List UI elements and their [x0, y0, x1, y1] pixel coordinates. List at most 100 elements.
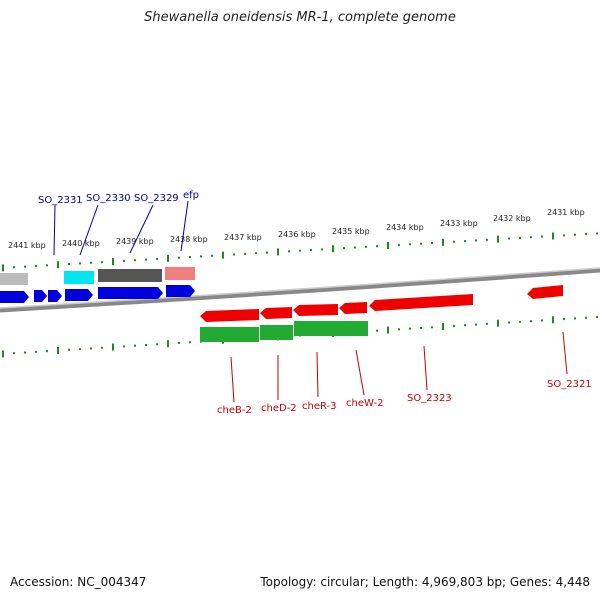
lower-minor-tick	[475, 323, 477, 326]
lower-minor-tick	[431, 326, 433, 329]
upper-minor-tick	[475, 239, 477, 242]
lower-minor-tick	[13, 352, 15, 355]
label-leader-lines	[53, 200, 568, 403]
gene-dark[interactable]	[98, 269, 162, 282]
lower-minor-tick	[156, 343, 158, 346]
gene-reverse-cheB-2[interactable]	[200, 309, 259, 322]
gene-label-cheb-2[interactable]: cheB-2	[217, 405, 252, 416]
rna-track-2[interactable]	[260, 325, 293, 340]
kbp-label: 2436 kbp	[278, 230, 316, 239]
gene-label-cher-3[interactable]: cheR-3	[302, 401, 337, 412]
upper-major-tick	[442, 238, 444, 246]
kbp-label: 2433 kbp	[440, 219, 478, 228]
upper-minor-tick	[288, 250, 290, 253]
gene-forward-3[interactable]	[48, 290, 62, 302]
lower-minor-tick	[90, 347, 92, 350]
upper-minor-tick	[310, 249, 312, 252]
gene-pink[interactable]	[165, 267, 195, 280]
lower-major-tick	[497, 319, 499, 327]
gene-forward-1[interactable]	[0, 291, 29, 303]
gene-reverse-cheR-3[interactable]	[293, 304, 338, 316]
gene-label-efp[interactable]: efp	[183, 190, 199, 201]
lower-minor-tick	[420, 326, 422, 329]
upper-minor-tick	[354, 246, 356, 249]
upper-minor-tick	[244, 252, 246, 255]
upper-minor-tick	[35, 264, 37, 267]
gene-forward-2[interactable]	[34, 290, 47, 302]
upper-minor-tick	[200, 255, 202, 258]
gene-reverse-so2323[interactable]	[369, 294, 473, 311]
leader-line	[53, 204, 56, 256]
rna-track-3[interactable]	[294, 321, 368, 336]
upper-major-tick	[387, 242, 389, 250]
lower-minor-tick	[134, 344, 136, 347]
genome-summary-text: Topology: circular; Length: 4,969,803 bp…	[260, 575, 590, 589]
gene-reverse-cheD-2[interactable]	[260, 307, 292, 319]
leader-line	[355, 349, 365, 396]
upper-minor-tick	[574, 233, 576, 236]
gene-reverse-cheW-2[interactable]	[339, 302, 367, 314]
upper-minor-tick	[123, 259, 125, 262]
leader-line	[562, 331, 568, 375]
upper-minor-tick	[79, 262, 81, 265]
lower-minor-tick	[453, 324, 455, 327]
upper-minor-tick	[453, 240, 455, 243]
upper-minor-tick	[24, 265, 26, 268]
lower-minor-tick	[123, 345, 125, 348]
rna-track-1[interactable]	[200, 327, 259, 342]
gene-label-so-2331[interactable]: SO_2331	[38, 195, 83, 206]
gene-label-so-2329[interactable]: SO_2329	[134, 193, 179, 204]
gene-label-chew-2[interactable]: cheW-2	[346, 398, 383, 409]
lower-major-tick	[57, 346, 59, 354]
lower-major-tick	[387, 326, 389, 334]
lower-minor-tick	[409, 327, 411, 330]
lower-minor-tick	[35, 350, 37, 353]
gene-forward-so2329[interactable]	[98, 287, 163, 299]
upper-minor-tick	[178, 256, 180, 259]
upper-minor-tick	[13, 266, 15, 269]
upper-gene-labels: SO_2331 SO_2330 SO_2329 efp	[38, 190, 199, 206]
genome-backbone-highlight	[0, 267, 600, 309]
gene-label-so-2330[interactable]: SO_2330	[86, 193, 131, 204]
upper-minor-tick	[134, 259, 136, 262]
lower-minor-tick	[376, 329, 378, 332]
lower-minor-tick	[464, 324, 466, 327]
leader-line	[180, 200, 189, 252]
upper-minor-tick	[321, 248, 323, 251]
upper-minor-tick	[596, 232, 598, 235]
gene-forward-so2330[interactable]	[65, 289, 93, 301]
gene-reverse-so2321[interactable]	[527, 285, 563, 299]
kbp-scale-labels: 2441 kbp 2440 kbp 2439 kbp 2438 kbp 2437 kbp…	[8, 208, 585, 250]
gene-forward-efp[interactable]	[166, 285, 195, 297]
lower-minor-tick	[189, 341, 191, 344]
leader-line	[316, 351, 319, 398]
gene-cyan[interactable]	[64, 271, 94, 284]
gene-label-ched-2[interactable]: cheD-2	[261, 403, 297, 414]
lower-major-tick	[112, 343, 114, 351]
lower-major-tick	[442, 323, 444, 331]
upper-minor-tick	[519, 236, 521, 239]
leader-line	[129, 204, 154, 254]
genome-backbone	[0, 267, 600, 313]
lower-minor-tick	[519, 320, 521, 323]
upper-minor-tick	[299, 249, 301, 252]
kbp-label: 2434 kbp	[386, 223, 424, 232]
upper-major-tick	[552, 232, 554, 240]
leader-line	[79, 204, 99, 256]
upper-minor-tick	[398, 243, 400, 246]
lower-minor-tick	[178, 341, 180, 344]
upper-minor-tick	[508, 237, 510, 240]
lower-major-tick	[552, 316, 554, 324]
upper-minor-tick	[376, 245, 378, 248]
kbp-label: 2437 kbp	[224, 233, 262, 242]
gene-label-so-2321[interactable]: SO_2321	[547, 379, 592, 390]
upper-minor-tick	[409, 243, 411, 246]
lower-minor-tick	[574, 317, 576, 320]
upper-minor-tick	[145, 258, 147, 261]
upper-major-tick	[277, 248, 279, 256]
gene-label-so-2323[interactable]: SO_2323	[407, 393, 452, 404]
upper-major-tick	[2, 264, 4, 272]
gene-gray-left[interactable]	[0, 273, 28, 285]
upper-minor-tick	[585, 233, 587, 236]
